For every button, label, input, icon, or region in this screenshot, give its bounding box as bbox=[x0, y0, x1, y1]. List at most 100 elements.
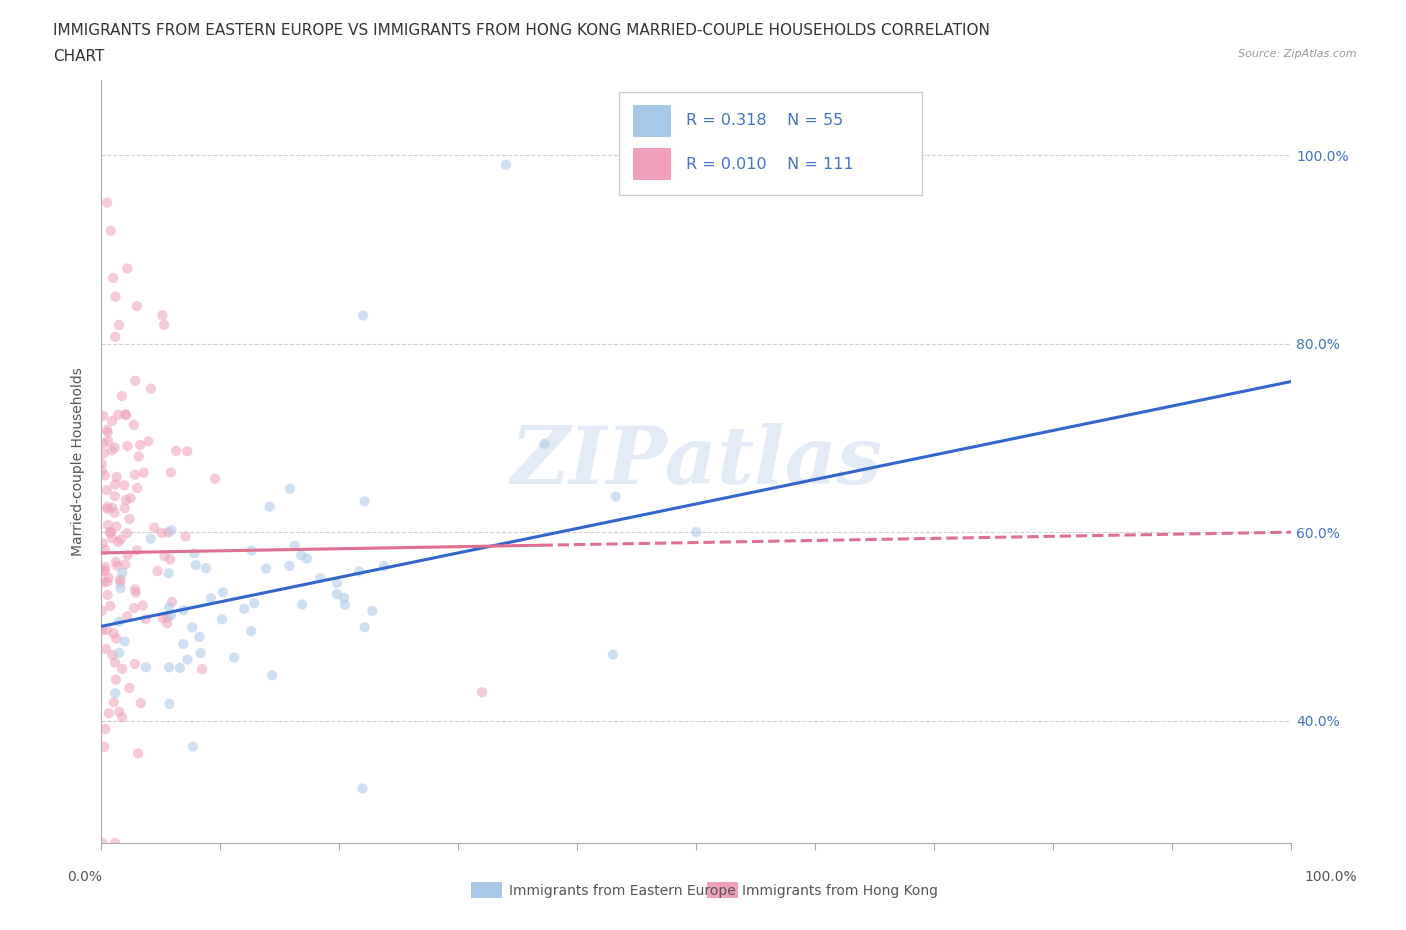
Point bbox=[103, 695, 125, 710]
Point bbox=[159, 552, 181, 567]
Text: Immigrants from Hong Kong: Immigrants from Hong Kong bbox=[742, 884, 938, 898]
Point bbox=[152, 611, 174, 626]
Point bbox=[290, 548, 312, 563]
Point bbox=[291, 597, 314, 612]
Point bbox=[115, 525, 138, 540]
Point bbox=[176, 444, 198, 458]
Point bbox=[156, 610, 179, 625]
Point bbox=[181, 620, 204, 635]
Point bbox=[352, 308, 374, 323]
Point bbox=[157, 525, 180, 540]
Point bbox=[191, 662, 214, 677]
Point bbox=[333, 597, 356, 612]
Point bbox=[211, 585, 233, 600]
Point bbox=[90, 457, 112, 472]
Point bbox=[100, 223, 122, 238]
Text: ZIPatlas: ZIPatlas bbox=[510, 423, 883, 500]
Point bbox=[605, 489, 627, 504]
Point bbox=[110, 580, 132, 595]
Point bbox=[97, 433, 120, 448]
Point bbox=[120, 491, 142, 506]
Point bbox=[160, 523, 183, 538]
Point bbox=[150, 525, 173, 540]
Point bbox=[114, 406, 136, 421]
Point bbox=[124, 657, 146, 671]
Point bbox=[243, 596, 266, 611]
Point bbox=[114, 557, 136, 572]
Point bbox=[127, 481, 149, 496]
Point bbox=[309, 571, 332, 586]
Point bbox=[110, 572, 132, 587]
Text: 0.0%: 0.0% bbox=[67, 870, 103, 884]
Point bbox=[125, 299, 148, 313]
Point bbox=[96, 499, 118, 514]
Point bbox=[233, 602, 256, 617]
Point bbox=[104, 477, 127, 492]
Point bbox=[115, 609, 138, 624]
Point bbox=[240, 543, 263, 558]
Point bbox=[96, 483, 118, 498]
Point bbox=[108, 614, 131, 629]
Point bbox=[146, 564, 169, 578]
Point bbox=[157, 697, 180, 711]
Point bbox=[127, 746, 149, 761]
Point bbox=[108, 317, 131, 332]
Point bbox=[169, 660, 191, 675]
Point bbox=[105, 631, 128, 646]
Point bbox=[129, 696, 152, 711]
Point bbox=[107, 407, 129, 422]
Point bbox=[115, 407, 138, 422]
Text: Immigrants from Eastern Europe: Immigrants from Eastern Europe bbox=[509, 884, 735, 898]
Point bbox=[97, 517, 120, 532]
Point bbox=[138, 433, 160, 448]
Point bbox=[353, 494, 375, 509]
Point bbox=[91, 564, 114, 578]
Point bbox=[139, 531, 162, 546]
Point bbox=[117, 439, 139, 454]
Point bbox=[471, 684, 494, 699]
Point bbox=[153, 317, 176, 332]
Point bbox=[139, 381, 162, 396]
Point bbox=[94, 642, 117, 657]
Point bbox=[122, 601, 145, 616]
Point bbox=[143, 520, 166, 535]
Point bbox=[135, 659, 157, 674]
Point bbox=[104, 440, 127, 455]
Point bbox=[259, 499, 281, 514]
Point bbox=[172, 636, 194, 651]
Point bbox=[283, 538, 305, 553]
Point bbox=[173, 603, 195, 618]
Point bbox=[188, 630, 211, 644]
Point bbox=[98, 599, 121, 614]
Point bbox=[347, 564, 370, 578]
Point bbox=[94, 564, 117, 578]
Point bbox=[124, 373, 146, 388]
Point bbox=[224, 650, 246, 665]
Bar bbox=[707, 882, 738, 898]
Point bbox=[100, 443, 122, 458]
Point bbox=[110, 575, 132, 590]
Y-axis label: Married-couple Households: Married-couple Households bbox=[72, 367, 86, 556]
Point bbox=[104, 835, 127, 850]
Point bbox=[115, 493, 138, 508]
Point bbox=[156, 616, 179, 631]
Point bbox=[94, 542, 117, 557]
Point bbox=[107, 535, 129, 550]
Point bbox=[204, 472, 226, 486]
Point bbox=[124, 467, 146, 482]
Point bbox=[91, 536, 114, 551]
Point bbox=[101, 647, 124, 662]
Point bbox=[91, 408, 114, 423]
Point bbox=[112, 478, 135, 493]
Point bbox=[361, 604, 384, 618]
Point bbox=[97, 425, 120, 440]
Bar bbox=[633, 104, 671, 137]
FancyBboxPatch shape bbox=[619, 91, 922, 194]
Point bbox=[165, 444, 187, 458]
Point bbox=[195, 561, 218, 576]
Point bbox=[101, 271, 124, 286]
Point bbox=[111, 661, 134, 676]
Bar bbox=[633, 148, 671, 180]
Point bbox=[108, 704, 131, 719]
Point bbox=[90, 463, 112, 478]
